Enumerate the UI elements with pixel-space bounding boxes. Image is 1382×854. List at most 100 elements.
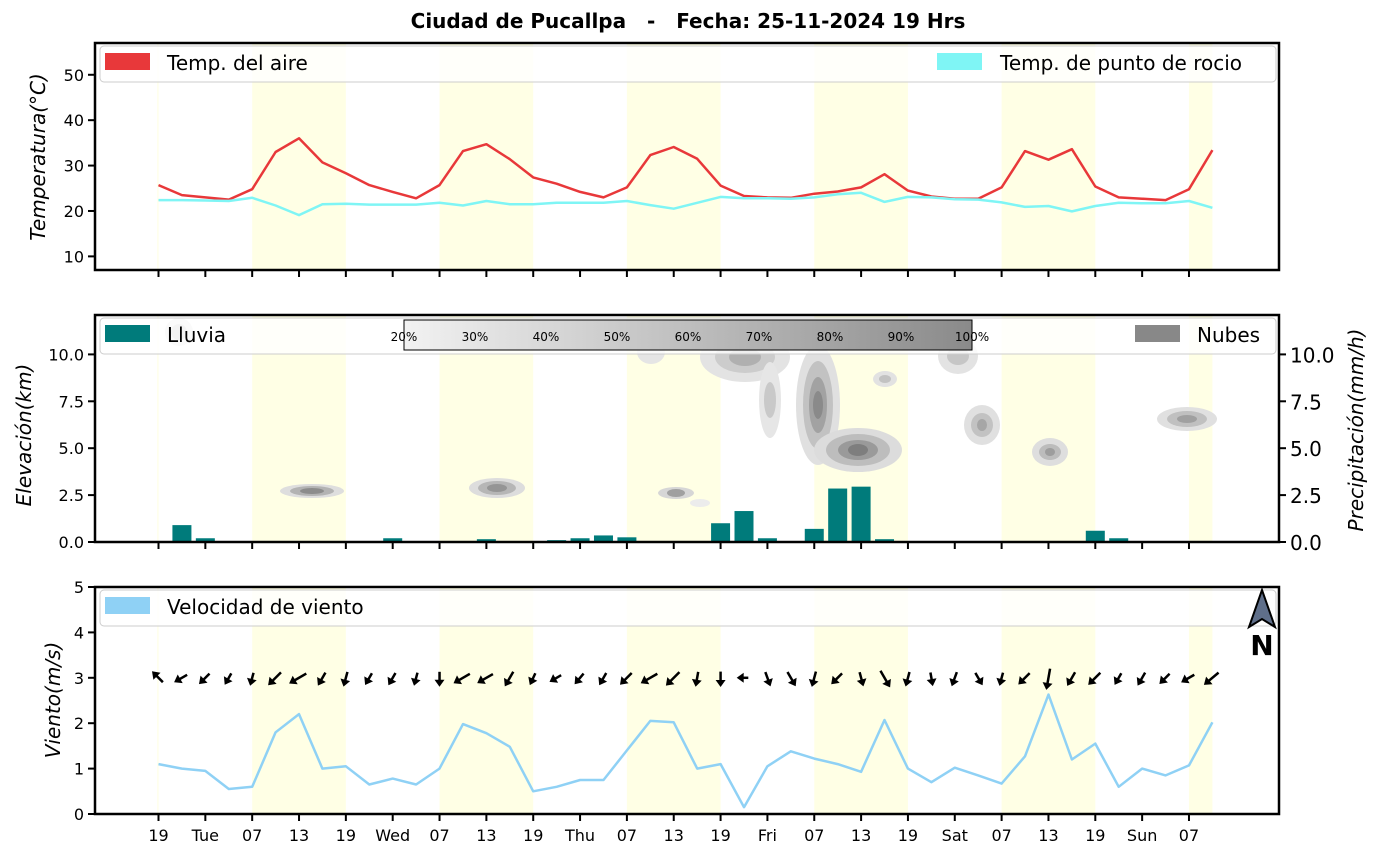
wind-arrow-head [640, 675, 650, 685]
x-tick-label: 13 [851, 826, 871, 845]
wind-arrow-head [411, 677, 421, 686]
rain-bar [172, 525, 192, 542]
wind-arrow-head [247, 677, 257, 686]
wind-arrow [879, 670, 891, 688]
legend-swatch-wind [105, 597, 150, 614]
wind-arrow [199, 672, 211, 685]
wind-arrow [223, 672, 233, 685]
wind-arrow-head [223, 676, 233, 685]
wind-arrow [691, 671, 702, 687]
wind-arrow [152, 671, 164, 684]
wind-arrow [665, 671, 681, 686]
colorbar-label: 50% [604, 330, 631, 344]
colorbar-label: 40% [533, 330, 560, 344]
legend-swatch-dew [937, 53, 982, 70]
cloud-blob [690, 499, 710, 507]
cloud-blob [1157, 407, 1217, 431]
rain-bar [804, 528, 824, 542]
wind-arrow [340, 671, 351, 687]
y-axis-title-right: Precipitación(mm/h) [1344, 329, 1368, 532]
colorbar-gradient [403, 319, 973, 351]
legend-label-rain: Lluvia [167, 323, 226, 347]
wind-arrow [549, 674, 562, 683]
y-tick-label: 2.5 [59, 486, 84, 505]
north-arrow-icon [1247, 586, 1277, 630]
precipitation-panel: 0.0 0.02.5 2.55.0 5.07.5 7.510.0 10.0 Lluvia … [12, 313, 1368, 555]
y-tick-label: 5 [74, 578, 84, 597]
legend-swatch-rain [105, 325, 150, 342]
daytime-band [157, 587, 159, 814]
wind-arrow-head [528, 676, 538, 686]
rain-bar [476, 539, 496, 542]
y-tick-label: 7.5 [59, 392, 84, 411]
legend-label-air: Temp. del aire [166, 51, 308, 75]
wind-arrow-head [856, 678, 867, 687]
wind-arrow-head [364, 676, 373, 685]
wind-arrow [574, 672, 585, 685]
wind-speed-line [158, 693, 1214, 809]
wind-arrow [504, 671, 515, 687]
wind-arrow [786, 671, 797, 687]
wind-arrow [640, 672, 658, 685]
legend-swatch-clouds [1135, 325, 1180, 342]
wind-arrow [1042, 668, 1053, 690]
wind-arrow [1159, 672, 1171, 684]
y-tick-label: 0.0 [59, 533, 84, 552]
wind-arrow [808, 671, 819, 687]
wind-arrow-head [1136, 677, 1146, 686]
temperature-panel: 10 20 30 40 50 Temp. del aire Temp. de punto… [26, 41, 1281, 277]
wind-arrow-head [882, 678, 891, 688]
legend-swatch-air [105, 53, 150, 70]
wind-arrow-head [549, 674, 559, 683]
y-tick-label: 0 [74, 805, 84, 824]
wind-arrow-head [996, 677, 1007, 686]
wind-arrow [1181, 673, 1195, 684]
wind-arrow-head [574, 675, 583, 685]
x-tick-label: 19 [148, 826, 168, 845]
wind-arrow-head [808, 678, 819, 687]
wind-arrow [1018, 672, 1031, 685]
x-tick-label: Tue [191, 826, 219, 845]
wind-arrow [1066, 671, 1077, 686]
wind-arrow-head [1018, 676, 1027, 685]
y-tick-label: 3 [74, 669, 84, 688]
wind-arrow [317, 671, 327, 686]
x-tick-label: 19 [898, 826, 918, 845]
rain-bar [593, 535, 613, 542]
wind-arrow-head [1088, 676, 1097, 685]
colorbar-label: 100% [955, 330, 989, 344]
wind-arrow-head [1113, 676, 1123, 685]
y-axis-title: Temperatura(°C) [26, 73, 50, 241]
x-tick-label: Sun [1127, 826, 1157, 845]
wind-arrow [174, 673, 188, 684]
wind-arrow [528, 672, 538, 686]
wind-arrow-head [926, 678, 937, 687]
y-tick-label: 5.0 [59, 439, 84, 458]
y-axis-ticks: 0.0 0.0 2.5 2.5 5.0 5.0 7.5 7.5 10.0 10.0 [48, 343, 1334, 555]
rain-bar [570, 538, 590, 542]
x-tick-label: 07 [429, 826, 449, 845]
y-tick-label: 2 [74, 714, 84, 733]
rain-bar [851, 486, 871, 542]
wind-direction-arrows [152, 668, 1220, 690]
y-tick-label: 10.0 [48, 345, 84, 364]
plot-frame [93, 313, 1281, 544]
wind-arrow [763, 671, 773, 687]
x-tick-label: Thu [564, 826, 595, 845]
rain-bar [828, 488, 848, 542]
cloud-colorbar: 20% 30% 40% 50% 60% 70% 80% 90% 100% [391, 319, 989, 351]
y-tick-label: 40 [64, 111, 84, 130]
cloud-blob [469, 478, 525, 498]
x-tick-label: 07 [1179, 826, 1199, 845]
daytime-band [157, 43, 159, 270]
temperature-series [158, 137, 1214, 217]
rain-bar [383, 538, 403, 542]
cloud-blob [280, 484, 344, 498]
cloud-blob [964, 405, 1000, 445]
wind-arrow-head [902, 678, 913, 687]
cloud-blob [759, 362, 781, 438]
wind-arrow-head [974, 676, 984, 686]
x-tick-label: 07 [991, 826, 1011, 845]
wind-series [158, 693, 1214, 809]
x-tick-label: Wed [375, 826, 410, 845]
